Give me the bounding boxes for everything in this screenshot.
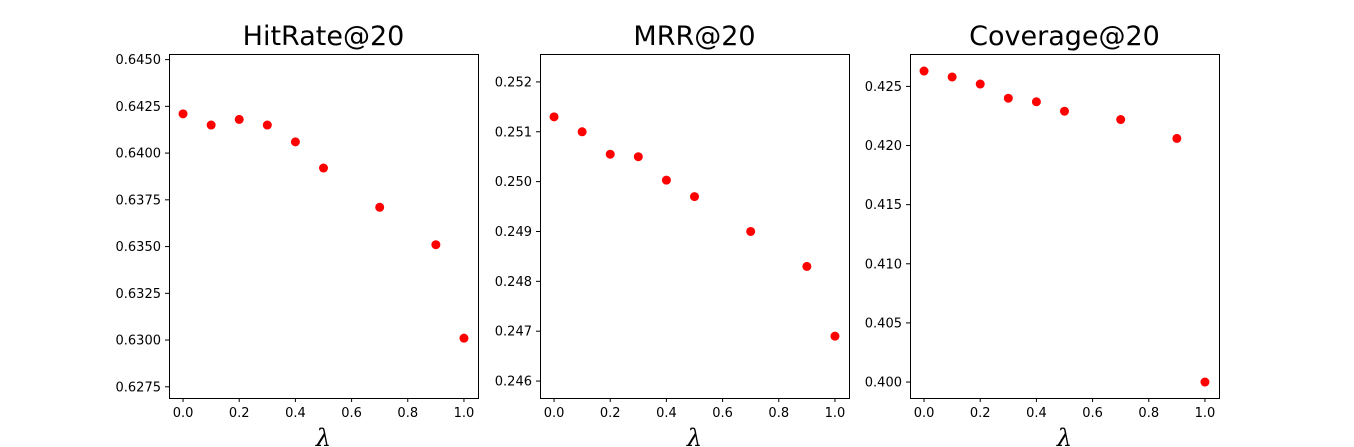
y-tick-label: 0.405 [865,316,902,331]
x-tick-label: 0.0 [544,406,565,421]
data-point [830,331,840,341]
y-tick-label: 0.6275 [116,380,162,395]
plot-frame [540,54,850,399]
data-point [375,202,385,212]
axis-ticks: 0.0 0.2 0.4 0.6 0.8 1.0 0.400 0.405 0.410 0.415 0.… [865,80,1216,421]
x-tick-label: 1.0 [454,406,475,421]
data-point [1116,115,1126,125]
x-tick-label: 0.2 [229,406,250,421]
data-point [431,240,441,250]
data-point [1003,93,1013,103]
y-tick-label: 0.415 [865,198,902,213]
x-tick-label: 0.0 [914,406,935,421]
data-point [919,66,929,76]
data-point [605,149,615,159]
data-point [802,261,812,271]
panel-title: HitRate@20 [243,21,405,52]
y-tick-label: 0.6350 [116,240,162,255]
x-tick-label: 0.6 [341,406,362,421]
y-tick-label: 0.6450 [116,53,162,68]
y-tick-label: 0.251 [495,125,532,140]
data-point [661,175,671,185]
hitrate-panel: HitRate@20 0.0 0.2 0.4 0.6 0.8 1.0 0.6275 0.630… [116,21,479,447]
x-tick-label: 1.0 [825,406,846,421]
x-tick-label: 0.6 [1082,406,1103,421]
data-point [206,120,216,130]
data-point [319,163,328,173]
data-point [1200,377,1210,387]
data-point [975,79,985,89]
data-point [1172,133,1182,143]
data-point [1060,106,1069,116]
x-axis-label: λ [1056,424,1072,447]
x-tick-label: 0.2 [600,406,621,421]
data-point [234,114,244,124]
y-tick-label: 0.6425 [116,100,162,115]
data-point [290,137,300,147]
data-points [178,109,469,343]
x-tick-label: 0.6 [712,406,733,421]
data-point [459,333,469,343]
data-point [746,226,756,236]
y-tick-label: 0.246 [495,375,532,390]
y-tick-label: 0.400 [865,376,902,391]
data-point [178,109,188,119]
y-tick-label: 0.252 [495,75,532,90]
axis-ticks: 0.0 0.2 0.4 0.6 0.8 1.0 0.6275 0.6300 0.6325 0.63… [116,53,475,421]
data-point [262,120,272,130]
data-points [549,112,840,341]
x-tick-label: 1.0 [1195,406,1216,421]
y-tick-label: 0.6400 [116,147,162,162]
x-tick-label: 0.0 [173,406,194,421]
panel-title: MRR@20 [633,21,755,52]
x-tick-label: 0.4 [285,406,306,421]
y-tick-label: 0.250 [495,175,532,190]
y-tick-label: 0.425 [865,80,902,95]
axis-ticks: 0.0 0.2 0.4 0.6 0.8 1.0 0.246 0.247 0.248 0.249 0.… [495,75,846,421]
y-tick-label: 0.6375 [116,193,162,208]
panel-title: Coverage@20 [969,21,1160,52]
data-point [633,152,643,162]
data-points [919,66,1210,387]
y-tick-label: 0.410 [865,257,902,272]
x-tick-label: 0.8 [397,406,418,421]
y-tick-label: 0.248 [495,275,532,290]
plot-frame [169,54,479,399]
x-tick-label: 0.8 [1138,406,1159,421]
data-point [947,72,957,82]
y-tick-label: 0.6325 [116,287,162,302]
plot-frame [910,54,1220,399]
data-point [1031,97,1041,107]
x-axis-label: λ [686,424,702,447]
x-tick-label: 0.4 [656,406,677,421]
data-point [690,192,699,202]
x-axis-label: λ [315,424,331,447]
x-tick-label: 0.8 [768,406,789,421]
y-tick-label: 0.249 [495,225,532,240]
mrr-panel: MRR@20 0.0 0.2 0.4 0.6 0.8 1.0 0.246 0.247 0.248… [495,21,850,447]
x-tick-label: 0.4 [1026,406,1047,421]
data-point [577,127,587,137]
data-point [549,112,559,122]
coverage-panel: Coverage@20 0.0 0.2 0.4 0.6 0.8 1.0 0.400 0.405… [865,21,1220,447]
y-tick-label: 0.6300 [116,334,162,349]
y-tick-label: 0.420 [865,139,902,154]
x-tick-label: 0.2 [970,406,991,421]
y-tick-label: 0.247 [495,325,532,340]
